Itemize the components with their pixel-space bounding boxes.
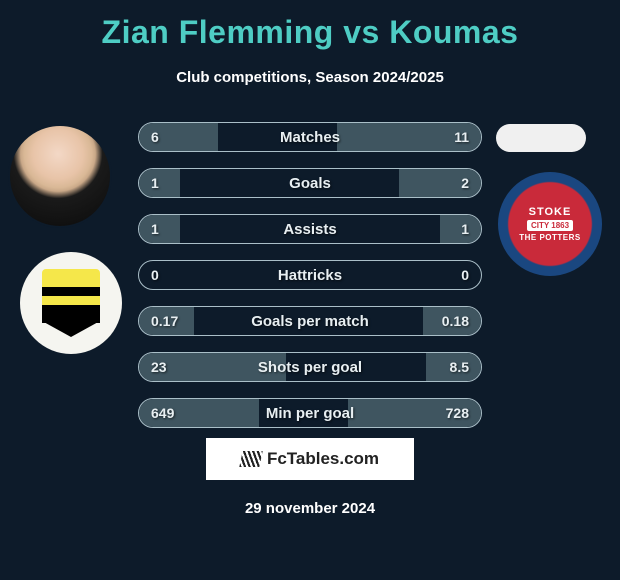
stat-value-left: 0.17: [139, 313, 187, 329]
stat-value-right: 0: [433, 267, 481, 283]
stat-label: Goals: [187, 175, 433, 192]
player-avatar-right: [496, 124, 586, 152]
stats-container: 6Matches111Goals21Assists10Hattricks00.1…: [138, 122, 482, 444]
stat-label: Hattricks: [187, 267, 433, 284]
stat-label: Assists: [187, 221, 433, 238]
stat-value-left: 23: [139, 359, 187, 375]
fctables-icon: [239, 451, 262, 467]
stat-value-left: 1: [139, 221, 187, 237]
stat-value-right: 8.5: [433, 359, 481, 375]
stat-value-right: 2: [433, 175, 481, 191]
stat-row: 6Matches11: [138, 122, 482, 152]
burnley-crest-icon: [42, 269, 100, 337]
stat-value-left: 649: [139, 405, 187, 421]
stat-label: Min per goal: [187, 405, 433, 422]
club-badge-right: STOKE CITY 1863 THE POTTERS: [498, 172, 602, 276]
stat-label: Matches: [187, 129, 433, 146]
stat-value-right: 0.18: [433, 313, 481, 329]
page-date: 29 november 2024: [0, 500, 620, 517]
fctables-badge: FcTables.com: [206, 438, 414, 480]
player-avatar-left: [8, 124, 112, 228]
stat-label: Shots per goal: [187, 359, 433, 376]
stat-row: 1Goals2: [138, 168, 482, 198]
stat-value-right: 1: [433, 221, 481, 237]
page-title: Zian Flemming vs Koumas: [0, 0, 620, 51]
stat-value-right: 728: [433, 405, 481, 421]
stat-value-left: 6: [139, 129, 187, 145]
stat-row: 1Assists1: [138, 214, 482, 244]
stat-value-left: 1: [139, 175, 187, 191]
stat-row: 0.17Goals per match0.18: [138, 306, 482, 336]
page-subtitle: Club competitions, Season 2024/2025: [0, 69, 620, 86]
fctables-label: FcTables.com: [267, 449, 379, 469]
stat-label: Goals per match: [187, 313, 433, 330]
stat-row: 649Min per goal728: [138, 398, 482, 428]
stoke-text-mid: CITY 1863: [527, 220, 573, 231]
stoke-text-bot: THE POTTERS: [519, 233, 581, 242]
stat-row: 23Shots per goal8.5: [138, 352, 482, 382]
stat-value-left: 0: [139, 267, 187, 283]
stoke-text-top: STOKE: [529, 206, 572, 218]
stat-row: 0Hattricks0: [138, 260, 482, 290]
club-badge-left: [20, 252, 122, 354]
stat-value-right: 11: [433, 129, 481, 145]
